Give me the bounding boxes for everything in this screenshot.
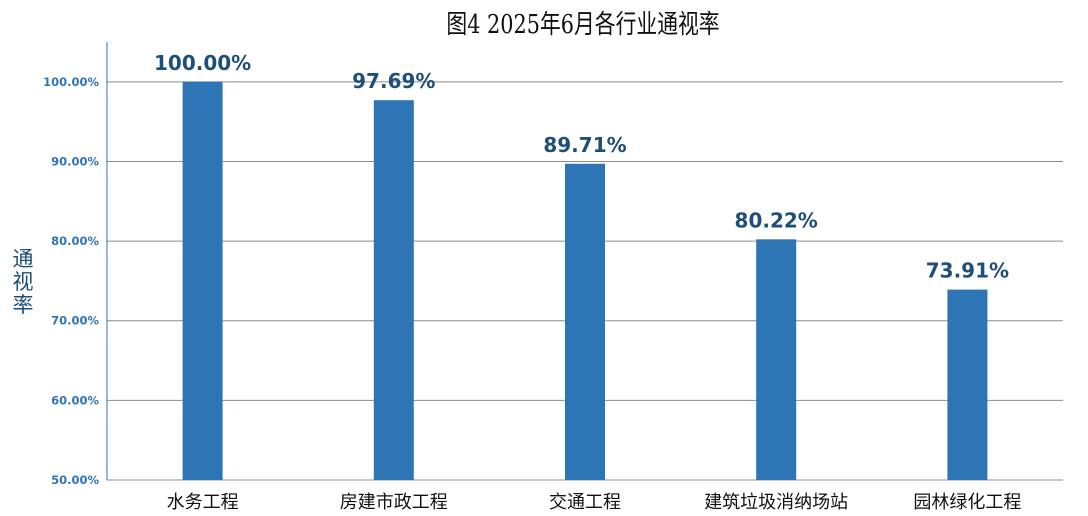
bar bbox=[756, 239, 797, 480]
bar bbox=[947, 289, 988, 480]
x-tick-label: 建筑垃圾消纳场站 bbox=[704, 492, 848, 513]
data-label: 89.71% bbox=[543, 133, 626, 157]
x-tick-label: 园林绿化工程 bbox=[913, 492, 1021, 513]
chart-title: 图4 2025年6月各行业通视率 bbox=[446, 10, 720, 40]
x-tick-label: 交通工程 bbox=[549, 492, 621, 513]
data-label: 80.22% bbox=[735, 208, 818, 232]
y-tick-label: 90.00% bbox=[51, 154, 99, 168]
y-tick-label: 50.00% bbox=[51, 473, 99, 487]
bar bbox=[565, 163, 605, 480]
data-label: 100.00% bbox=[154, 51, 251, 75]
y-tick-label: 100.00% bbox=[43, 75, 99, 89]
data-label: 73.91% bbox=[926, 259, 1009, 283]
y-tick-label: 80.00% bbox=[51, 234, 99, 248]
y-tick-label: 70.00% bbox=[51, 314, 99, 328]
x-tick-label: 房建市政工程 bbox=[340, 492, 448, 513]
bar bbox=[373, 100, 414, 481]
y-tick-label: 60.00% bbox=[51, 393, 99, 407]
data-label: 97.69% bbox=[352, 69, 435, 93]
x-tick-label: 水务工程 bbox=[167, 492, 239, 513]
y-axis-label: 通视率 bbox=[12, 247, 34, 317]
bar bbox=[182, 81, 223, 481]
